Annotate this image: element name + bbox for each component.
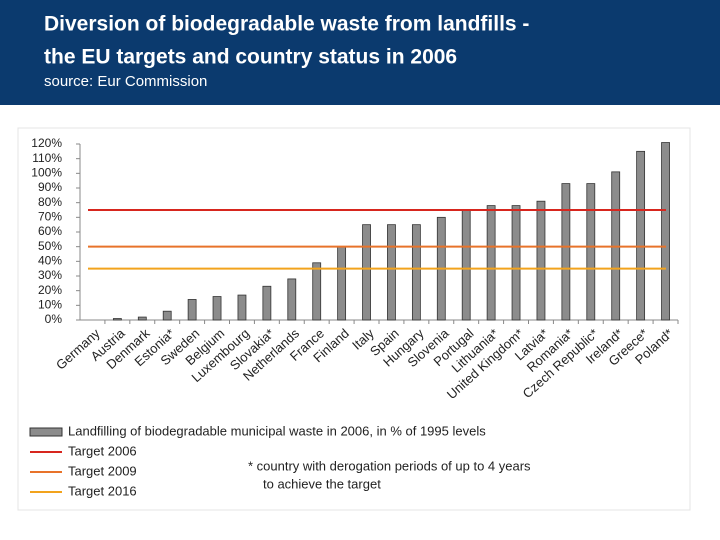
- y-tick-label: 80%: [38, 195, 62, 209]
- bar: [162, 310, 172, 321]
- bar: [237, 294, 247, 321]
- y-tick-label: 70%: [38, 210, 62, 224]
- legend-label: Landfilling of biodegradable municipal w…: [68, 423, 486, 438]
- y-tick-label: 40%: [38, 254, 62, 268]
- legend-swatch: [29, 427, 63, 437]
- y-tick-label: 90%: [38, 180, 62, 194]
- y-tick-label: 60%: [38, 224, 62, 238]
- bar: [287, 278, 297, 321]
- bar: [137, 316, 147, 321]
- y-tick-label: 30%: [38, 268, 62, 282]
- y-tick-label: 100%: [31, 166, 62, 180]
- bar: [661, 142, 670, 321]
- source: source: Eur Commission: [44, 73, 207, 90]
- bar: [362, 224, 371, 321]
- bar: [187, 299, 197, 321]
- annotation: * country with derogation periods of up …: [248, 458, 531, 473]
- bar: [212, 296, 222, 321]
- bar: [586, 183, 596, 321]
- y-tick-label: 0%: [45, 312, 63, 326]
- bar: [411, 224, 421, 321]
- bar: [636, 150, 646, 321]
- bar: [312, 262, 322, 321]
- y-tick-label: 20%: [38, 283, 62, 297]
- title: Diversion of biodegradable waste from la…: [44, 13, 529, 36]
- bar: [461, 209, 471, 321]
- bar: [112, 318, 122, 321]
- bar: [262, 285, 272, 321]
- bar: [337, 246, 347, 321]
- y-tick-label: 10%: [38, 298, 62, 312]
- annotation: to achieve the target: [263, 476, 381, 491]
- legend-label: Target 2009: [68, 463, 137, 478]
- bar: [536, 200, 546, 321]
- header-band: [0, 0, 720, 105]
- bar: [561, 183, 571, 321]
- y-tick-label: 110%: [32, 151, 62, 165]
- bar: [387, 224, 396, 321]
- chart-frame: [17, 127, 691, 511]
- legend-label: Target 2016: [68, 483, 137, 498]
- bar: [511, 205, 521, 321]
- legend-label: Target 2006: [68, 443, 137, 458]
- y-tick-label: 120%: [31, 136, 62, 150]
- y-tick-label: 50%: [38, 239, 62, 253]
- title: the EU targets and country status in 200…: [44, 46, 457, 69]
- bar: [486, 205, 496, 321]
